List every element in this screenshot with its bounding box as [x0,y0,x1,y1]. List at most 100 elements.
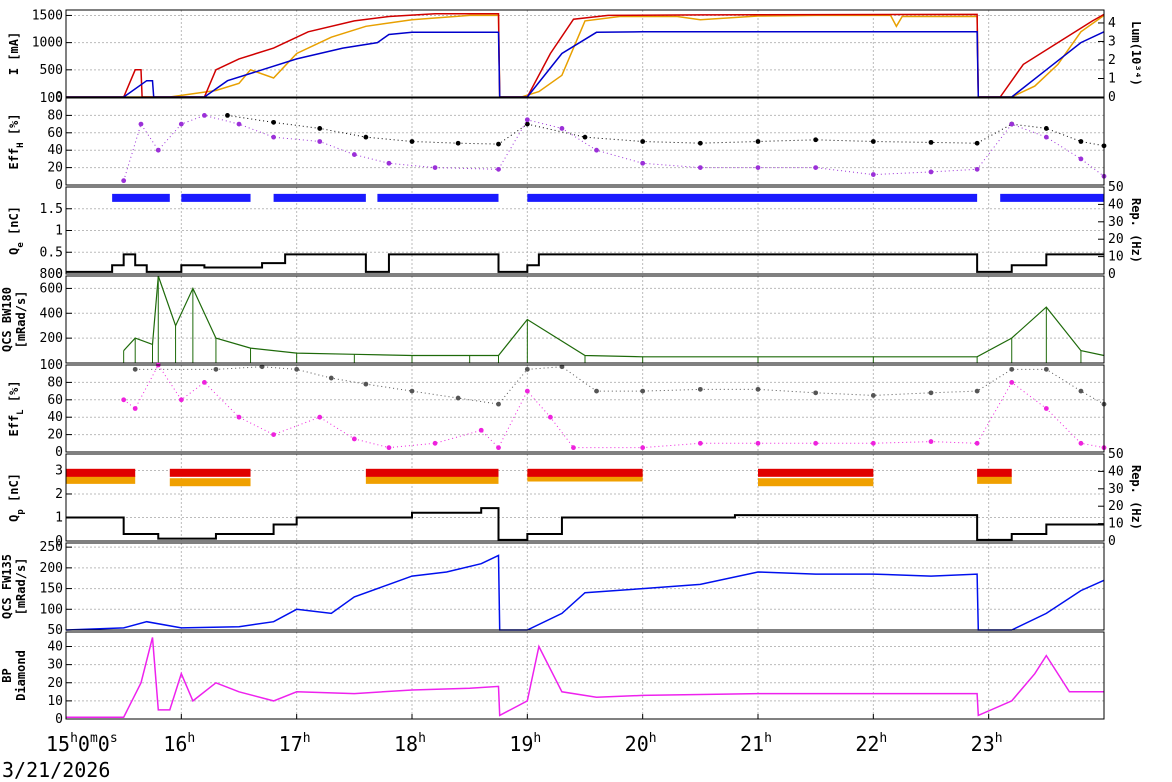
data-point [697,440,703,446]
data-point [178,121,184,127]
data-point [755,386,761,392]
x-tick-label: 22h [855,731,887,756]
data-point [1043,126,1049,131]
data-point [974,388,980,394]
data-point [928,139,934,145]
data-point [202,113,207,118]
y-tick-label: 1 [55,510,63,525]
series-band [169,478,251,487]
y-tick-label: 0 [55,445,63,460]
series-trail [123,364,1105,449]
data-point [1078,388,1084,394]
y-tick-label: 100 [40,602,63,617]
data-point [697,165,703,171]
series-band [1000,193,1104,202]
y-tick-label: 0 [55,267,63,282]
y-tick-label: 20 [47,676,63,691]
right-tick-label: 20 [1108,499,1124,514]
panel-frame [65,9,1105,98]
series-band [66,468,136,477]
y-tick-label: 1.5 [40,202,63,217]
y-axis-label: Qp [nC] [7,473,26,522]
panel-qcs_fw135: 50 100 150 200 250 QCS FW135 [mRad/s] [0,540,1105,638]
series-band [758,478,874,487]
y-tick-label: 2 [55,487,63,502]
data-point [870,139,876,144]
data-point [697,140,703,146]
data-point [1009,121,1015,127]
series-band [527,473,643,482]
data-point [928,169,934,175]
data-point [386,445,392,451]
series-band [365,468,499,477]
data-point [138,121,144,127]
data-point [1009,380,1015,385]
right-tick-label: 2 [1108,53,1116,68]
y-tick-label: 60 [47,393,63,408]
panel-qcs_bw180: 200 400 600 QCS BW180 [mRad/s] [0,275,1105,364]
right-tick-label: 40 [1108,197,1124,212]
data-point [478,427,484,433]
data-point [236,414,242,420]
y-tick-label: 200 [40,561,63,576]
series-band [273,193,366,202]
y-tick-label: 80 [47,108,63,123]
y-tick-label: 40 [47,410,63,425]
panel-frame [65,186,1105,275]
y-tick-label: 250 [40,540,63,555]
x-tick-label: 20h [625,731,657,756]
series-line [123,275,1105,358]
y-axis-label: QCS FW135 [0,554,14,619]
data-point [571,445,576,451]
series-step [66,253,1104,273]
right-tick-label: 30 [1108,482,1124,497]
y-axis-label: [mRad/s] [14,291,28,349]
y-tick-label: 0 [55,178,63,193]
data-point [870,440,876,446]
series-step [66,507,1104,541]
data-point [271,134,276,140]
data-point [1043,366,1049,372]
data-point [1078,156,1084,162]
y-tick-label: 80 [47,375,63,390]
y-tick-label: 800 [40,267,63,282]
panel-frame [65,453,1105,542]
panel-current: 0 500 1000 1500 0 1 2 3 4 Lum(10³⁴) I [mA] [7,8,1143,105]
data-point [640,388,646,394]
data-point [594,147,599,153]
data-point [1043,134,1049,140]
y-axis-label: EffL [%] [7,380,26,436]
data-point [455,395,461,401]
series-band [181,193,251,202]
y-tick-label: 0.5 [40,245,63,260]
data-point [294,366,300,372]
y-tick-label: 100 [40,358,63,373]
y-tick-label: 0 [55,712,63,727]
data-point [640,139,646,144]
y-tick-label: 1000 [32,36,63,51]
y-tick-label: 10 [47,694,63,709]
data-point [317,126,323,131]
data-point [524,366,530,372]
series-line [66,637,1104,718]
panel-bp_diamond: 0 10 20 30 40 BP Diamond [0,631,1105,727]
right-tick-label: 1 [1108,71,1116,86]
data-point [178,397,184,403]
data-point [928,390,934,396]
right-tick-label: 3 [1108,34,1116,49]
data-point [432,165,438,171]
y-axis-label: EffH [%] [7,113,26,169]
y-tick-label: 20 [47,428,63,443]
series-band [527,193,978,202]
y-tick-label: 20 [47,161,63,176]
data-point [271,432,276,437]
data-point [409,388,415,394]
x-tick-label: 18h [394,731,426,756]
x-tick-label: 19h [509,731,541,756]
data-point [1078,440,1084,446]
right-tick-label: 10 [1108,517,1124,532]
y-tick-label: 150 [40,582,63,597]
y-tick-label: 0 [55,534,63,549]
data-point [755,440,761,446]
